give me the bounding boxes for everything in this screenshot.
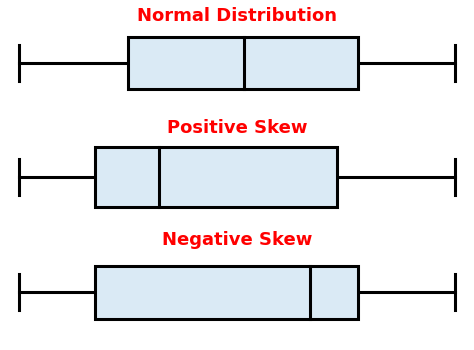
Text: Positive Skew: Positive Skew xyxy=(167,119,307,137)
Bar xyxy=(95,147,337,206)
Text: Normal Distribution: Normal Distribution xyxy=(137,7,337,25)
Bar xyxy=(95,266,358,318)
Bar xyxy=(128,37,358,89)
Text: Negative Skew: Negative Skew xyxy=(162,231,312,249)
